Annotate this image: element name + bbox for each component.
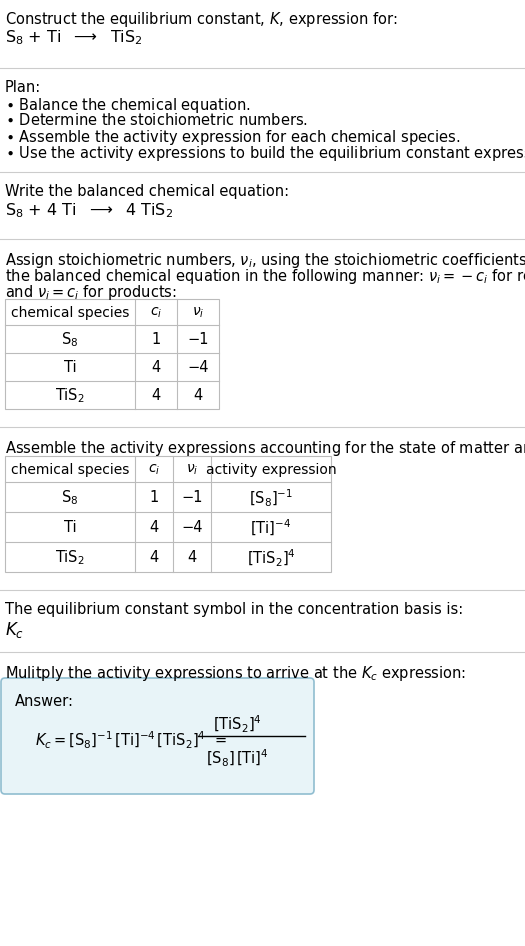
Text: 4: 4 xyxy=(150,551,159,566)
Text: −4: −4 xyxy=(181,520,203,535)
Text: $\mathregular{TiS_2}$: $\mathregular{TiS_2}$ xyxy=(55,549,85,568)
Text: $[\mathregular{Ti}]^{-4}$: $[\mathregular{Ti}]^{-4}$ xyxy=(250,518,291,538)
Text: Plan:: Plan: xyxy=(5,80,41,95)
Text: $[\mathregular{TiS_2}]^4$: $[\mathregular{TiS_2}]^4$ xyxy=(213,713,261,734)
Text: Construct the equilibrium constant, $K$, expression for:: Construct the equilibrium constant, $K$,… xyxy=(5,10,397,29)
Text: Assign stoichiometric numbers, $\nu_i$, using the stoichiometric coefficients, $: Assign stoichiometric numbers, $\nu_i$, … xyxy=(5,251,525,270)
Text: −1: −1 xyxy=(187,332,209,347)
Text: Write the balanced chemical equation:: Write the balanced chemical equation: xyxy=(5,184,289,199)
Text: $\bullet$ Balance the chemical equation.: $\bullet$ Balance the chemical equation. xyxy=(5,96,250,115)
Text: −4: −4 xyxy=(187,360,209,376)
Text: $\mathregular{TiS_2}$: $\mathregular{TiS_2}$ xyxy=(55,387,85,405)
Text: and $\nu_i = c_i$ for products:: and $\nu_i = c_i$ for products: xyxy=(5,283,177,302)
Text: 1: 1 xyxy=(151,332,161,347)
Text: 4: 4 xyxy=(193,389,203,404)
Text: 4: 4 xyxy=(150,520,159,535)
Text: $\mathregular{S_8}$ + 4 Ti  $\longrightarrow$  4 $\mathregular{TiS_2}$: $\mathregular{S_8}$ + 4 Ti $\longrightar… xyxy=(5,201,173,219)
Text: the balanced chemical equation in the following manner: $\nu_i = -c_i$ for react: the balanced chemical equation in the fo… xyxy=(5,267,525,286)
Text: $\mathregular{S_8}$: $\mathregular{S_8}$ xyxy=(61,331,79,349)
Text: 4: 4 xyxy=(151,360,161,376)
Text: $\bullet$ Assemble the activity expression for each chemical species.: $\bullet$ Assemble the activity expressi… xyxy=(5,128,460,147)
Text: $\nu_i$: $\nu_i$ xyxy=(192,306,204,320)
Bar xyxy=(5,299,219,409)
Text: 4: 4 xyxy=(187,551,197,566)
Text: $\bullet$ Determine the stoichiometric numbers.: $\bullet$ Determine the stoichiometric n… xyxy=(5,112,308,128)
Text: Mulitply the activity expressions to arrive at the $K_c$ expression:: Mulitply the activity expressions to arr… xyxy=(5,664,466,683)
Text: $K_c = [\mathregular{S_8}]^{-1}\,[\mathregular{Ti}]^{-4}\,[\mathregular{TiS_2}]^: $K_c = [\mathregular{S_8}]^{-1}\,[\mathr… xyxy=(35,729,227,750)
Bar xyxy=(5,456,331,572)
FancyBboxPatch shape xyxy=(1,678,314,794)
Text: $\mathregular{S_8}$ + Ti  $\longrightarrow$  $\mathregular{TiS_2}$: $\mathregular{S_8}$ + Ti $\longrightarro… xyxy=(5,28,143,46)
Text: chemical species: chemical species xyxy=(11,463,129,477)
Text: activity expression: activity expression xyxy=(206,463,337,477)
Text: Assemble the activity expressions accounting for the state of matter and $\nu_i$: Assemble the activity expressions accoun… xyxy=(5,439,525,458)
Text: $K_c$: $K_c$ xyxy=(5,620,24,640)
Text: −1: −1 xyxy=(181,490,203,505)
Text: $\mathregular{S_8}$: $\mathregular{S_8}$ xyxy=(61,489,79,507)
Text: $[\mathregular{S_8}]\,[\mathregular{Ti}]^4$: $[\mathregular{S_8}]\,[\mathregular{Ti}]… xyxy=(206,747,268,768)
Text: The equilibrium constant symbol in the concentration basis is:: The equilibrium constant symbol in the c… xyxy=(5,602,463,617)
Text: Ti: Ti xyxy=(64,360,76,376)
Text: $[\mathregular{S_8}]^{-1}$: $[\mathregular{S_8}]^{-1}$ xyxy=(249,487,293,509)
Text: Answer:: Answer: xyxy=(15,694,74,709)
Text: $c_i$: $c_i$ xyxy=(150,306,162,320)
Text: $\nu_i$: $\nu_i$ xyxy=(186,463,198,477)
Text: chemical species: chemical species xyxy=(11,306,129,320)
Text: 1: 1 xyxy=(150,490,159,505)
Text: 4: 4 xyxy=(151,389,161,404)
Text: Ti: Ti xyxy=(64,520,76,535)
Text: $c_i$: $c_i$ xyxy=(148,463,160,477)
Text: $[\mathregular{TiS_2}]^{4}$: $[\mathregular{TiS_2}]^{4}$ xyxy=(247,548,296,569)
Text: $\bullet$ Use the activity expressions to build the equilibrium constant express: $\bullet$ Use the activity expressions t… xyxy=(5,144,525,163)
